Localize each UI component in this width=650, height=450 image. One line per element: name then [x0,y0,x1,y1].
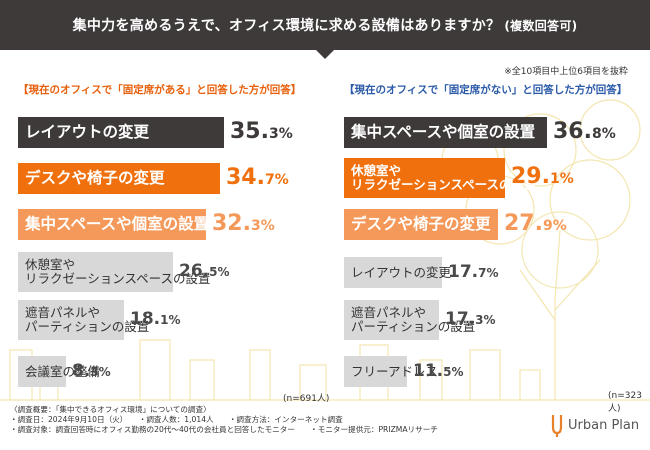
page-title: 集中力を高めるうえで、オフィス環境に求める設備はありますか？ [72,18,501,34]
bar-5: 遮音パネルや パーティションの設置 [18,300,149,340]
bar-label: レイアウトの変更 [25,122,150,141]
survey-line: ・調査対象：調査回答時にオフィス勤務の20代〜40代の会社員と回答したモニター … [10,425,438,434]
selection-note: ※全10項目中上位6項目を抜粋 [504,67,628,77]
bar-5: 遮音パネルや パーティションの設置 [344,300,475,340]
value-number: 17. [445,309,476,329]
value-number: 11. [413,360,444,381]
bar-label-line: フリーアドレス [351,363,439,379]
value-number: 17. [448,261,479,282]
value-decimal-percent: 3% [268,125,293,142]
value-number: 29. [511,164,550,189]
bar-label: 集中スペースや個室の設置 [351,122,536,141]
bar-label: フリーアドレス [351,363,439,379]
value-decimal-percent: 9% [542,217,567,234]
page-subtitle: (複数回答可) [504,18,578,33]
left-chart-title: 【現在のオフィスで「固定席がある」と回答した方が回答】 [18,84,302,96]
bar-value-label: 18.1% [130,309,181,329]
bar-value-label: 34.7% [226,165,289,190]
bar-6: フリーアドレス [344,356,438,387]
bar-label: 遮音パネルや パーティションの設置 [351,306,475,334]
bar-value-label: 11.5% [413,361,464,381]
bar-value-label: 36.8% [553,119,616,144]
bar-label-line: 休憩室や [25,257,76,273]
bar-label-line: 集中スペースや個室の設置 [351,122,536,141]
bar-label-line: リラクゼーションスペースの設置 [351,177,537,192]
bar-label: 集中スペースや個室の設置 [25,214,210,233]
value-number: 32. [212,210,251,236]
bar-label: レイアウトの変更 [351,264,452,280]
logo-text: Urban Plan [568,417,640,433]
bar-label-line: リラクゼーションスペースの設置 [25,271,211,286]
bar-label-line: 休憩室や [351,163,402,179]
value-number: 36. [553,118,592,144]
right-sample-size: (n=323人) [608,391,642,414]
bar-label-line: 集中スペースや個室の設置 [25,214,210,233]
bar-1: レイアウトの変更 [18,117,224,148]
bar-value-label: 26.5% [179,261,230,281]
bar-label-line: レイアウトの変更 [351,264,452,280]
bar-3: 集中スペースや個室の設置 [18,209,210,240]
survey-line: ・調査日：2024年9月10日（火） ・調査人数：1,014人 ・調査方法：イン… [10,415,343,424]
bar-value-label: 29.1% [511,164,574,189]
value-decimal-percent: 7% [478,265,499,280]
value-number: 35. [230,118,269,144]
value-decimal-percent: 5% [443,364,464,379]
header-notch [316,50,334,59]
value-number: 26. [179,261,210,281]
bar-value-label: 35.3% [230,119,293,144]
bar-4: 休憩室や リラクゼーションスペースの設置 [18,252,211,292]
bar-value-label: 27.9% [504,211,567,236]
bar-label-line: デスクや椅子の変更 [351,214,491,233]
urban-plan-logo-icon [551,415,563,437]
survey-overview: 〈調査概要：「集中できるオフィス環境」についての調査〉 ・調査日：2024年9月… [10,405,438,435]
value-number: 27. [504,210,543,236]
survey-line: 〈調査概要：「集中できるオフィス環境」についての調査〉 [10,405,211,414]
bar-label-line: 遮音パネルや [25,305,101,321]
bar-label: 遮音パネルや パーティションの設置 [25,306,149,334]
value-decimal-percent: 3% [475,313,496,327]
brand-logo: Urban Plan [550,413,639,437]
bar-value-label: 8.3% [72,361,111,381]
bar-label-line: 遮音パネルや [351,305,427,321]
value-decimal-percent: 5% [209,265,230,279]
bar-label: 休憩室や リラクゼーションスペースの設置 [351,164,537,192]
bar-label-line: レイアウトの変更 [25,122,150,141]
value-decimal-percent: 3% [250,217,275,234]
bar-value-label: 17.3% [445,309,496,329]
page-header: 集中力を高めるうえで、オフィス環境に求める設備はありますか？ (複数回答可) [0,0,650,50]
left-sample-size: (n=691人) [283,394,330,404]
bar-label-line: パーティションの設置 [351,319,476,334]
bar-2: デスクや椅子の変更 [18,163,220,194]
bar-label-line: 会議室の整備 [25,363,101,379]
value-decimal-percent: 3% [90,364,111,379]
value-decimal-percent: 1% [160,313,181,327]
bar-value-label: 32.3% [212,211,275,236]
right-chart-title: 【現在のオフィスで「固定席がない」と回答した方が回答】 [344,84,628,96]
value-number: 18. [130,309,161,329]
bar-2: 休憩室や リラクゼーションスペースの設置 [344,158,537,198]
bar-label: デスクや椅子の変更 [25,168,165,187]
bar-1: 集中スペースや個室の設置 [344,117,547,148]
value-decimal-percent: 7% [264,171,289,188]
bar-label: 会議室の整備 [25,363,101,379]
bar-label-line: デスクや椅子の変更 [25,168,165,187]
bar-4: レイアウトの変更 [344,257,451,288]
value-number: 34. [226,164,265,190]
bar-3: デスクや椅子の変更 [344,209,498,240]
bar-label-line: パーティションの設置 [25,319,150,334]
value-number: 8. [72,360,91,381]
bar-value-label: 17.7% [448,262,499,282]
bar-label: 休憩室や リラクゼーションスペースの設置 [25,258,211,286]
value-decimal-percent: 8% [591,125,616,142]
bar-6: 会議室の整備 [18,356,100,387]
value-decimal-percent: 1% [549,171,574,187]
bar-label: デスクや椅子の変更 [351,214,491,233]
